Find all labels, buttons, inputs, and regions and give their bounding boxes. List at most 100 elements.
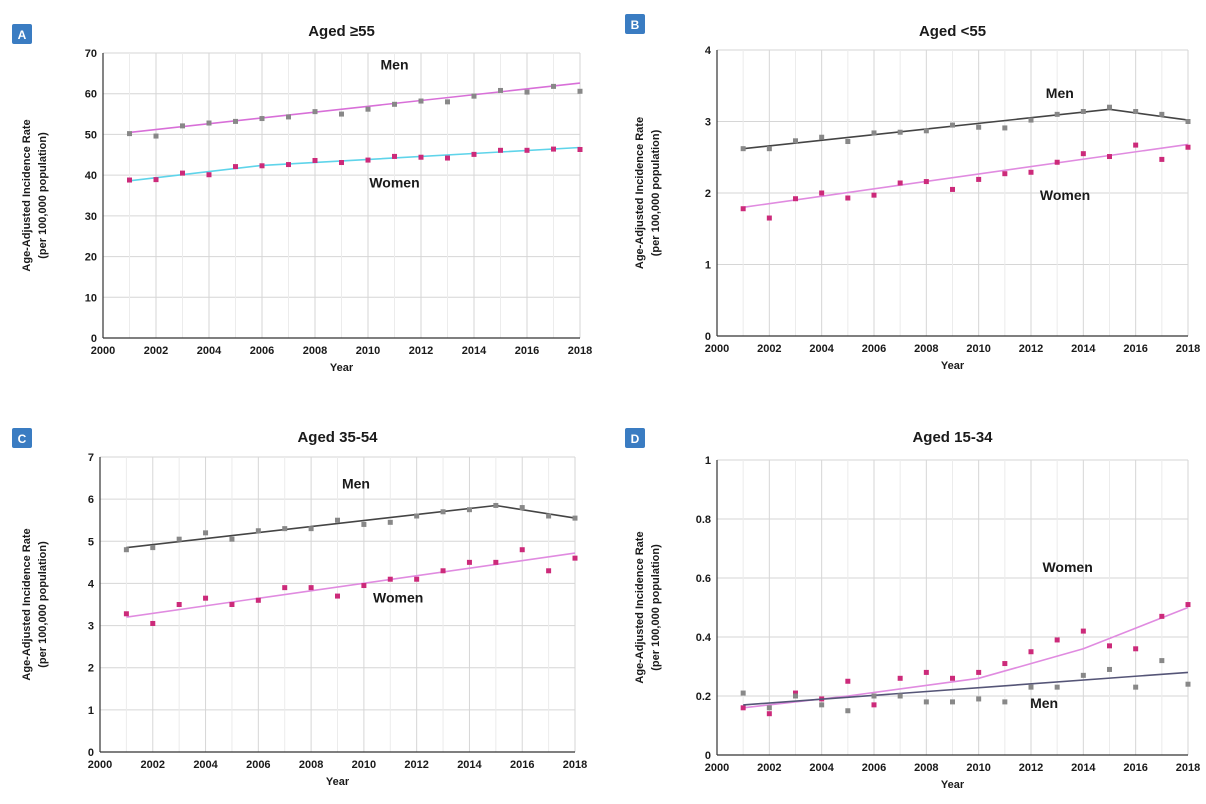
data-point-women [897,180,903,186]
y-tick-label: 1 [705,455,711,467]
y-axis-label-line1: Age-Adjusted Incidence Rate [634,117,646,269]
x-tick-label: 2016 [510,759,534,771]
x-tick-label: 2014 [457,759,482,771]
x-tick-label: 2000 [91,345,115,357]
data-point-women [572,555,578,561]
data-point-women [923,179,929,185]
data-point-men [976,124,982,130]
x-tick-label: 2008 [299,759,323,771]
data-point-men [793,693,798,699]
x-tick-label: 2010 [966,762,990,774]
data-point-men [440,509,446,515]
data-point-women [308,585,314,591]
data-point-men [493,502,499,508]
data-point-women [897,675,903,681]
data-point-men [471,93,477,99]
series-women: Women [127,146,583,190]
series-women: Women [740,142,1191,221]
data-point-women [286,162,291,168]
x-tick-label: 2018 [568,345,592,357]
x-tick-label: 2012 [404,759,428,771]
data-point-women [871,702,877,708]
series-men: Men [740,85,1191,152]
data-point-women [471,151,477,157]
x-tick-label: 2012 [1019,343,1043,355]
data-point-women [1107,154,1112,160]
data-point-men [286,114,291,120]
x-tick-label: 2008 [303,345,327,357]
data-point-men [312,109,318,115]
data-point-women [339,160,344,166]
data-point-men [466,507,472,513]
x-tick-label: 2018 [563,759,587,771]
series-men: Men [740,658,1191,714]
data-point-women [845,678,851,684]
panel-d: D Aged 15-34 2000 2002 2004 2006 2008 2010 2012 2… [625,428,1200,791]
data-point-women [206,172,212,178]
data-point-men [976,696,982,702]
data-point-men [1002,699,1008,705]
data-point-men [1185,119,1191,124]
data-point-men [950,122,955,128]
data-point-women [976,176,982,182]
data-point-men [845,708,851,714]
data-point-men [1028,684,1034,690]
data-point-men [127,131,132,137]
data-point-women [1028,649,1034,655]
data-point-men [123,547,129,553]
data-point-men [392,101,397,107]
data-point-women [1133,142,1139,148]
data-point-men [365,106,371,112]
data-point-men [766,705,772,711]
y-axis-label-line2: (per 100,000 population) [37,541,49,668]
x-tick-label: 2010 [966,343,990,355]
data-point-men [577,88,583,94]
data-point-women [950,186,955,192]
data-point-women [414,576,420,582]
data-point-men [1107,104,1112,110]
data-point-women [365,157,371,163]
trend-line-men [129,82,581,134]
data-point-women [519,547,525,553]
x-tick-label: 2004 [809,343,834,355]
y-tick-label: 5 [88,536,94,548]
data-point-men [361,521,367,527]
y-tick-label: 70 [85,48,97,60]
trend-line-women [126,552,576,618]
data-point-women [1054,159,1060,165]
data-point-women [1133,646,1139,652]
data-point-men [572,515,578,521]
data-point-women [1159,156,1165,162]
data-point-women [180,170,185,176]
data-point-women [766,215,772,221]
data-point-men [1080,108,1086,114]
series-label-women: Women [369,174,419,190]
data-point-women [1028,169,1034,175]
data-point-women [793,690,798,696]
x-tick-label: 2002 [144,345,168,357]
y-tick-label: 20 [85,252,97,264]
data-point-men [259,116,265,122]
data-point-men [1159,111,1165,117]
data-point-men [1107,666,1112,672]
x-tick-label: 2014 [1071,343,1096,355]
y-tick-label: 0.2 [696,691,711,703]
data-point-men [740,146,746,152]
y-tick-label: 3 [88,621,94,633]
data-point-men [233,118,238,124]
y-tick-label: 2 [705,188,711,200]
y-axis-label-line1: Age-Adjusted Incidence Rate [21,119,33,271]
y-tick-label: 0.6 [696,573,711,585]
data-point-women [1107,643,1112,649]
x-tick-label: 2010 [352,759,376,771]
y-tick-label: 40 [85,170,97,182]
data-point-men [793,138,798,144]
series-women: Women [740,559,1191,717]
x-tick-label: 2004 [197,345,222,357]
trend-line-women [129,146,581,182]
data-point-men [950,699,955,705]
data-point-women [1080,151,1086,157]
data-point-women [153,177,159,183]
